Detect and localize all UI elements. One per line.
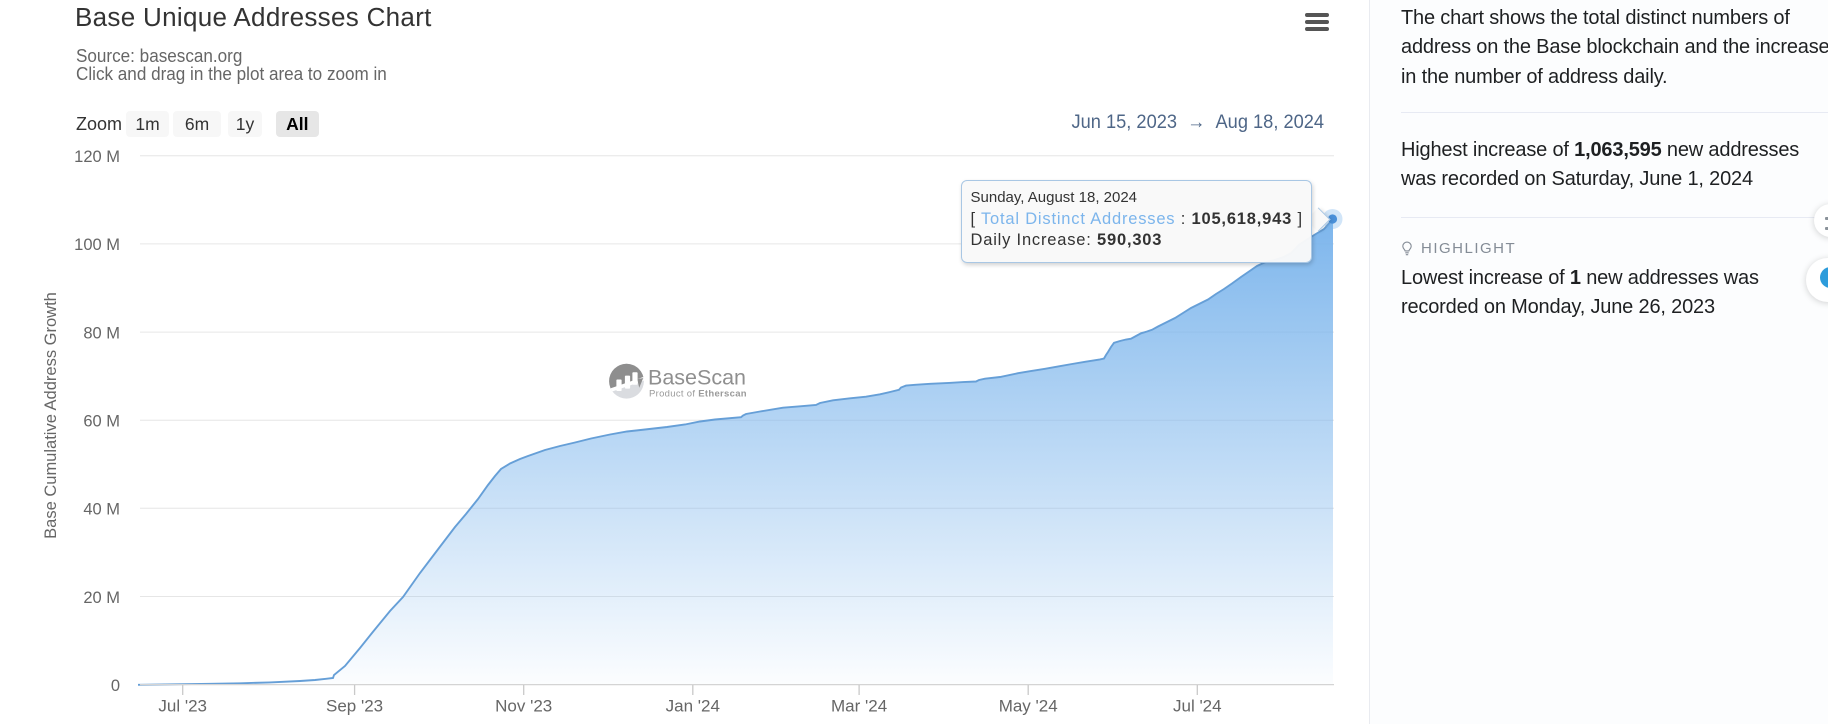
- svg-text:120 M: 120 M: [74, 148, 120, 166]
- svg-text:Base Cumulative Address Growth: Base Cumulative Address Growth: [42, 292, 60, 539]
- svg-text:Nov '23: Nov '23: [495, 697, 552, 716]
- svg-text:20 M: 20 M: [83, 589, 120, 607]
- svg-text:BaseScan: BaseScan: [648, 366, 746, 390]
- svg-text:Product of Etherscan: Product of Etherscan: [649, 389, 747, 400]
- svg-text:80 M: 80 M: [83, 324, 120, 342]
- svg-text:May '24: May '24: [999, 697, 1058, 716]
- svg-text:Jul '24: Jul '24: [1173, 697, 1222, 716]
- svg-text:0: 0: [111, 677, 120, 695]
- svg-text:40 M: 40 M: [83, 501, 120, 519]
- svg-text:Mar '24: Mar '24: [831, 697, 887, 716]
- svg-text:100 M: 100 M: [74, 236, 120, 254]
- svg-text:Sep '23: Sep '23: [326, 697, 383, 716]
- svg-text:Jan '24: Jan '24: [666, 697, 720, 716]
- svg-text:Jul '23: Jul '23: [158, 697, 207, 716]
- svg-text:60 M: 60 M: [83, 413, 120, 431]
